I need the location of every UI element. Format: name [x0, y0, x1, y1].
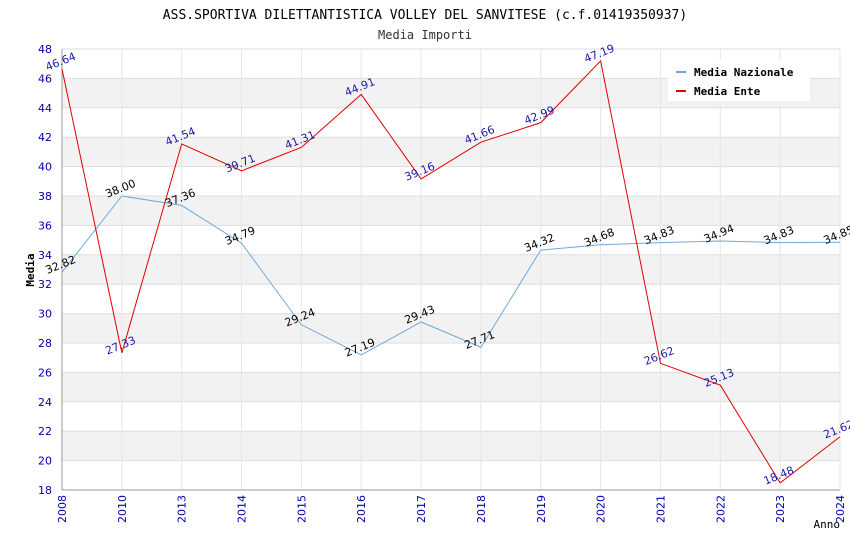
y-tick-labels: 18 20 22 24 26 28 30 32 34 36 38 40 42 44 46 48: [38, 43, 52, 497]
x-tick-label: 2014: [236, 495, 249, 523]
y-tick-label: 34: [38, 249, 52, 262]
series-lines: [61, 59, 841, 484]
y-tick-label: 28: [38, 337, 52, 350]
data-label: 18.48: [762, 464, 796, 488]
x-tick-labels: 2008 2010 2013 2014 2015 2016 2017 2018 2019 2020…: [56, 495, 847, 523]
y-tick-label: 42: [38, 131, 52, 144]
data-label: 34.32: [522, 231, 556, 255]
y-tick-label: 46: [38, 72, 52, 85]
y-tick-label: 40: [38, 161, 52, 174]
y-tick-label: 22: [38, 425, 52, 438]
data-label: 34.83: [642, 223, 676, 247]
y-tick-label: 48: [38, 43, 52, 56]
x-tick-label: 2008: [56, 495, 69, 523]
grid-band: [62, 254, 840, 285]
y-tick-label: 20: [38, 455, 52, 468]
y-tick-label: 44: [38, 102, 52, 115]
x-tick-label: 2016: [355, 495, 368, 523]
grid-band: [62, 431, 840, 461]
y-tick-label: 18: [38, 484, 52, 497]
y-tick-label: 32: [38, 278, 52, 291]
grid-band: [62, 196, 840, 226]
x-tick-label: 2020: [595, 495, 608, 523]
grid-band: [62, 137, 840, 167]
x-axis-label: Anno: [814, 518, 841, 531]
legend: Media Nazionale Media Ente: [668, 60, 810, 101]
grid-band: [62, 313, 840, 343]
y-axis-label: Media: [24, 253, 37, 286]
x-tick-label: 2021: [654, 495, 667, 523]
data-label: 34.68: [582, 226, 616, 250]
x-tick-label: 2024: [834, 495, 847, 523]
chart-subtitle: Media Importi: [378, 28, 472, 42]
data-label: 34.85: [822, 223, 850, 247]
x-tick-label: 2017: [415, 495, 428, 523]
x-tick-label: 2023: [774, 495, 787, 523]
legend-box: [668, 60, 810, 101]
data-label: 34.83: [762, 223, 796, 247]
legend-entry: Media Nazionale: [694, 66, 794, 79]
x-tick-label: 2018: [475, 495, 488, 523]
chart-title: ASS.SPORTIVA DILETTANTISTICA VOLLEY DEL …: [163, 8, 687, 23]
x-tick-label: 2010: [116, 495, 129, 523]
y-tick-label: 24: [38, 396, 52, 409]
x-tick-label: 2015: [295, 495, 308, 523]
y-tick-label: 26: [38, 366, 52, 379]
x-tick-label: 2022: [714, 495, 727, 523]
data-label: 26.62: [642, 344, 676, 368]
y-tick-label: 36: [38, 219, 52, 232]
y-tick-label: 30: [38, 308, 52, 321]
legend-entry: Media Ente: [694, 85, 761, 98]
x-tick-label: 2013: [176, 495, 189, 523]
grid-band: [62, 372, 840, 402]
axes: [61, 49, 840, 491]
data-label: 34.79: [223, 224, 257, 248]
y-tick-label: 38: [38, 190, 52, 203]
series-line: [61, 59, 841, 484]
x-tick-label: 2019: [535, 495, 548, 523]
series-line: [61, 195, 841, 356]
background-bands: [62, 78, 840, 461]
